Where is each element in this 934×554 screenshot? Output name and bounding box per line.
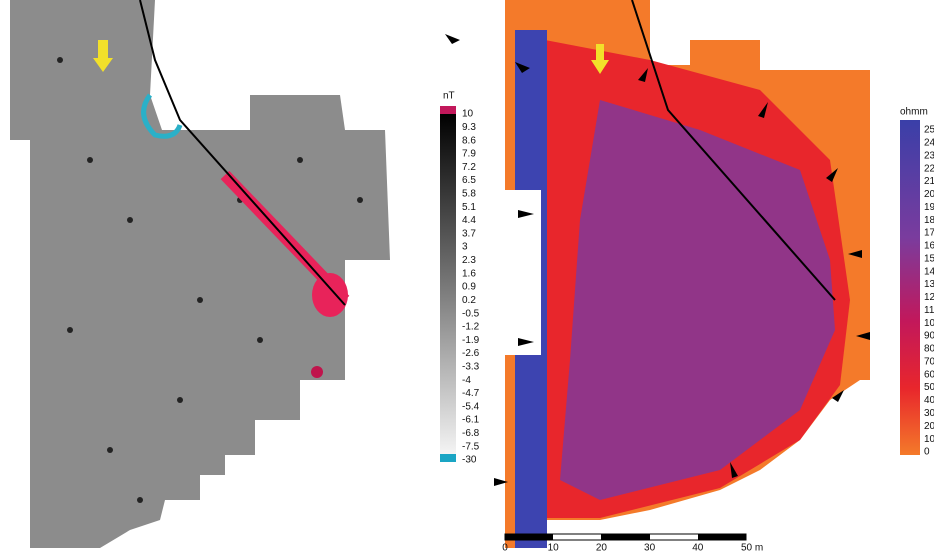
- colorbar-label: 7.2: [462, 162, 476, 173]
- colorbar-label: 6.5: [462, 175, 476, 186]
- colorbar-cap-high: [440, 106, 456, 114]
- colorbar-label: -5.4: [462, 401, 480, 412]
- scale-bar-segment: [698, 534, 746, 540]
- colorbar-label: 9.3: [462, 122, 476, 133]
- scale-bar-label: 30: [644, 543, 656, 554]
- colorbar-label: 8.6: [462, 135, 476, 146]
- colorbar-label: 3.7: [462, 228, 476, 239]
- colorbar-label: 0: [924, 447, 930, 458]
- scale-bar-label: 10: [548, 543, 560, 554]
- colorbar-label: 220: [924, 163, 934, 174]
- colorbar-label: -30: [462, 455, 477, 466]
- survey-maps: nT ohmm 10 9.3 8.6 7.9 7.2 6.5 5.8 5.1 4.4 3.7 3 2.…: [0, 0, 934, 554]
- colorbar-label: -1.2: [462, 322, 480, 333]
- colorbar-label: -2.6: [462, 348, 480, 359]
- colorbar-label: 30: [924, 408, 934, 419]
- scale-bar-label: 0: [502, 543, 508, 554]
- colorbar-label: 160: [924, 241, 934, 252]
- colorbar-label: 20: [924, 421, 934, 432]
- colorbar-label: -7.5: [462, 441, 480, 452]
- colorbar-label: 110: [924, 305, 934, 316]
- colorbar-unit: ohmm: [900, 107, 928, 118]
- colorbar-unit: nT: [443, 91, 455, 102]
- colorbar-label: 120: [924, 292, 934, 303]
- colorbar-label: 2.3: [462, 255, 476, 266]
- figure: nT ohmm 10 9.3 8.6 7.9 7.2 6.5 5.8 5.1 4.4 3.7 3 2.…: [0, 0, 934, 554]
- anomaly: [311, 366, 323, 378]
- colorbar-label: 50: [924, 382, 934, 393]
- colorbar-label: 210: [924, 176, 934, 187]
- colorbar-label: 40: [924, 395, 934, 406]
- colorbar-label: 5.1: [462, 202, 476, 213]
- colorbar-label: 10: [924, 434, 934, 445]
- colorbar-label: 1.6: [462, 268, 476, 279]
- colorbar-label: 200: [924, 189, 934, 200]
- colorbar-nT: [440, 114, 456, 454]
- north-arrow: [445, 34, 460, 44]
- colorbar-label: -6.1: [462, 415, 480, 426]
- colorbar-label: 80: [924, 344, 934, 355]
- colorbar-label: -0.5: [462, 308, 480, 319]
- colorbar-label: 4.4: [462, 215, 476, 226]
- colorbar-label: 230: [924, 150, 934, 161]
- colorbar-label: -4: [462, 375, 471, 386]
- colorbar-label: 5.8: [462, 188, 476, 199]
- colorbar-label: 190: [924, 202, 934, 213]
- colorbar-label: 60: [924, 369, 934, 380]
- colorbar-label: -4.7: [462, 388, 480, 399]
- colorbar-cap-low: [440, 454, 456, 462]
- colorbar-label: 90: [924, 331, 934, 342]
- colorbar-label: -1.9: [462, 335, 480, 346]
- colorbar-ohmm: [900, 120, 920, 455]
- colorbar-label: 100: [924, 318, 934, 329]
- colorbar-label: 170: [924, 228, 934, 239]
- colorbar-label: 0.2: [462, 295, 476, 306]
- colorbar-label: -6.8: [462, 428, 480, 439]
- scale-bar-segment: [505, 534, 553, 540]
- anomaly: [312, 273, 348, 317]
- scale-bar-segment: [601, 534, 650, 540]
- colorbar-label: 10: [462, 109, 474, 120]
- colorbar-label: 180: [924, 215, 934, 226]
- scale-bar-label: 40: [692, 543, 704, 554]
- colorbar-label: 240: [924, 138, 934, 149]
- colorbar-label: 7.9: [462, 149, 476, 160]
- colorbar-label: 3: [462, 242, 468, 253]
- colorbar-label: 250: [924, 125, 934, 136]
- scale-bar-label: 50 m: [741, 543, 763, 554]
- scale-bar-label: 20: [596, 543, 608, 554]
- colorbar-label: 130: [924, 279, 934, 290]
- colorbar-label: 150: [924, 253, 934, 264]
- colorbar-label: -3.3: [462, 361, 480, 372]
- colorbar-label: 0.9: [462, 282, 476, 293]
- colorbar-label: 70: [924, 356, 934, 367]
- colorbar-label: 140: [924, 266, 934, 277]
